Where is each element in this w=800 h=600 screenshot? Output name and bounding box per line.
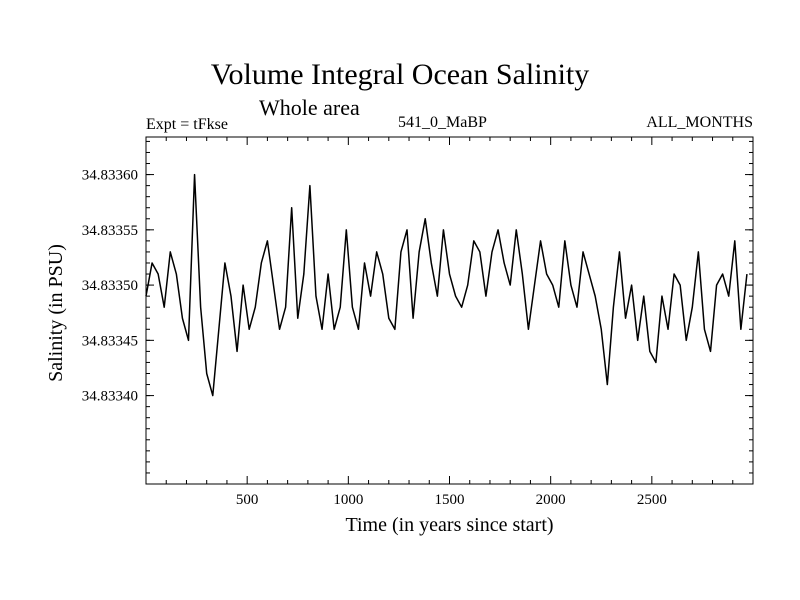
y-tick-label: 34.83345: [82, 333, 138, 349]
x-tick-label: 500: [236, 492, 259, 508]
x-axis-label: Time (in years since start): [345, 514, 554, 536]
plot-frame: [145, 136, 754, 485]
run-label: 541_0_MaBP: [398, 114, 487, 131]
salinity-series-line: [145, 173, 748, 397]
y-tick-label: 34.83355: [82, 223, 138, 239]
period-label: ALL_MONTHS: [646, 114, 753, 131]
x-tick-label: 2500: [637, 492, 667, 508]
chart-subtitle: Whole area: [259, 95, 360, 120]
y-tick-label: 34.83340: [82, 389, 138, 405]
x-tick-label: 2000: [536, 492, 566, 508]
x-tick-label: 1000: [333, 492, 363, 508]
y-tick-label: 34.83350: [82, 278, 138, 294]
y-tick-label: 34.83360: [82, 168, 138, 184]
chart-title: Volume Integral Ocean Salinity: [210, 58, 590, 91]
x-tick-label: 1500: [435, 492, 465, 508]
experiment-label: Expt = tFkse: [146, 116, 228, 133]
